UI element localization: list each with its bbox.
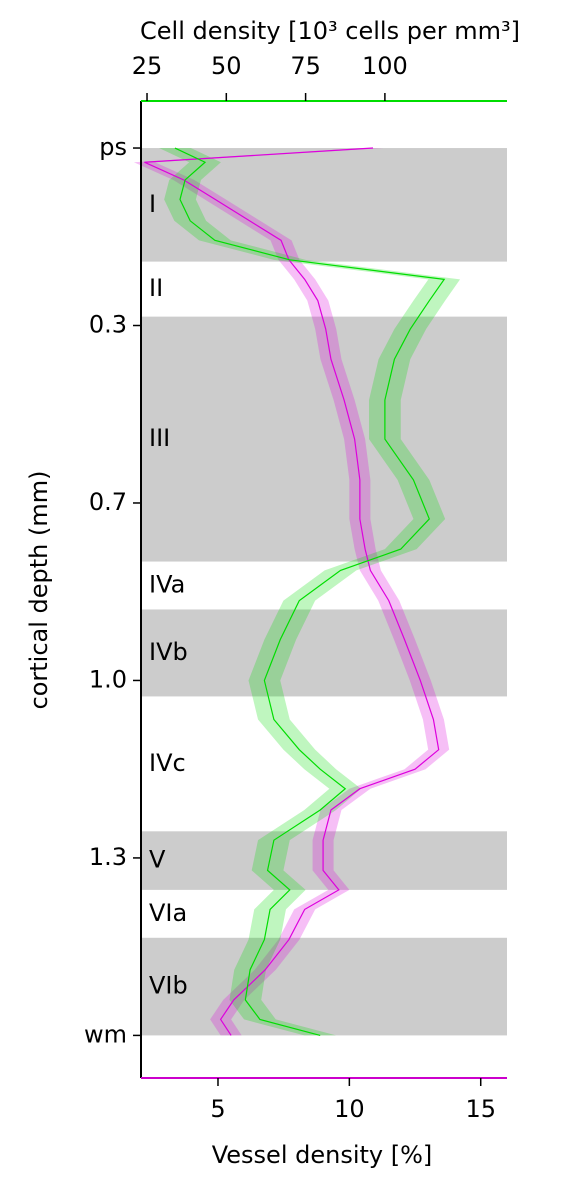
line [144, 147, 440, 1036]
x-tick-label: 5 [210, 1095, 225, 1123]
x2-tick-label: 25 [132, 52, 163, 80]
layer-label: IVc [149, 749, 186, 777]
layer-label: I [149, 190, 156, 218]
y-tick-label: 0.7 [89, 488, 127, 516]
layer-label: IVb [149, 638, 188, 666]
layer-band [141, 937, 507, 1036]
layer-band [141, 316, 507, 562]
y-tick-label: 1.3 [89, 843, 127, 871]
line [174, 147, 446, 1036]
bottom-axis-label: Vessel density [%] [212, 1141, 433, 1169]
layer-label: II [149, 274, 163, 302]
x2-tick-label: 50 [211, 52, 242, 80]
y-axis-label: cortical depth (mm) [25, 471, 53, 710]
y-tick-label: 0.3 [89, 311, 127, 339]
y-tick-label: ps [99, 133, 127, 161]
layer-label: III [149, 424, 170, 452]
y-tick-label: 1.0 [89, 665, 127, 693]
x2-tick-label: 100 [362, 52, 408, 80]
x-tick-label: 10 [334, 1095, 365, 1123]
layer-label: VIb [149, 972, 188, 1000]
x2-tick-label: 75 [290, 52, 321, 80]
x-tick-label: 15 [465, 1095, 496, 1123]
layer-label: V [149, 846, 166, 874]
error-band [159, 148, 461, 1036]
y-tick-label: wm [84, 1020, 127, 1048]
layer-label: IVa [149, 571, 185, 599]
layer-label: VIa [149, 899, 187, 927]
error-band [133, 148, 450, 1036]
layer-band [141, 831, 507, 890]
layer-band [141, 148, 507, 262]
top-axis-label: Cell density [10³ cells per mm³] [140, 17, 520, 45]
layer-band [141, 609, 507, 697]
